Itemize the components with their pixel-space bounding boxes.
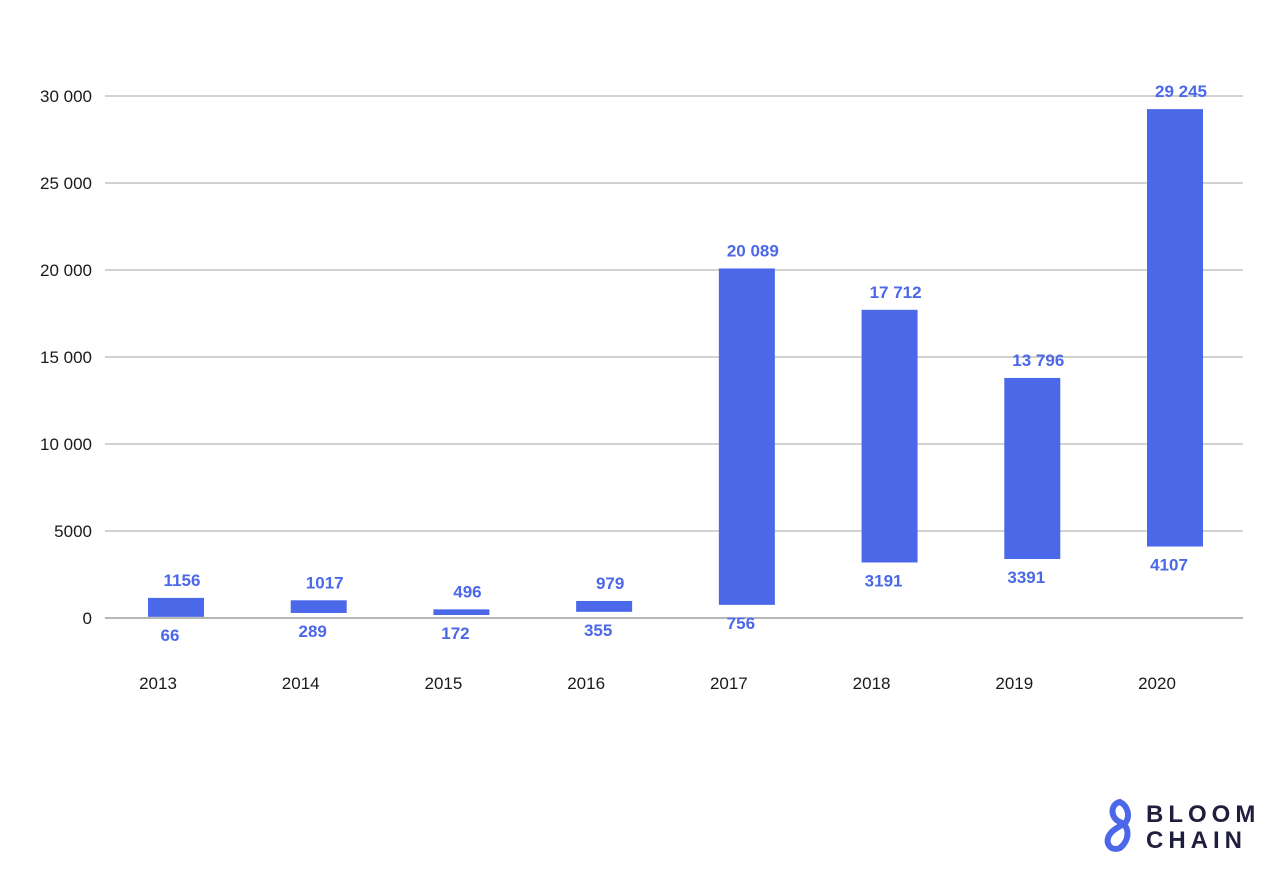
bar xyxy=(576,600,633,612)
data-label-high: 29 245 xyxy=(1155,82,1207,101)
data-label-high: 496 xyxy=(453,582,481,601)
brand-mark-icon xyxy=(1104,798,1131,852)
x-axis-ticks: 2013 2014 2015 2016 2017 2018 2019 2020 xyxy=(139,674,1176,693)
data-labels: 1156 66 1017 289 496 172 979 355 20 089 756 17 712… xyxy=(161,82,1207,645)
y-tick-label: 25 000 xyxy=(40,174,92,193)
y-tick-label: 15 000 xyxy=(40,348,92,367)
x-tick-label: 2019 xyxy=(995,674,1033,693)
data-label-low: 3191 xyxy=(865,571,903,590)
data-label-high: 979 xyxy=(596,574,624,593)
data-label-low: 4107 xyxy=(1150,556,1188,575)
data-label-high: 20 089 xyxy=(727,241,779,260)
y-tick-label: 20 000 xyxy=(40,261,92,280)
x-tick-label: 2020 xyxy=(1138,674,1176,693)
bar xyxy=(433,609,490,616)
bar xyxy=(1147,109,1203,547)
bar xyxy=(290,600,347,613)
data-label-low: 355 xyxy=(584,621,612,640)
x-tick-label: 2016 xyxy=(567,674,605,693)
brand-name-line2: CHAIN xyxy=(1146,827,1247,854)
data-label-high: 13 796 xyxy=(1012,351,1064,370)
x-tick-label: 2015 xyxy=(425,674,463,693)
x-tick-label: 2017 xyxy=(710,674,748,693)
data-label-low: 289 xyxy=(299,622,327,641)
x-tick-label: 2018 xyxy=(853,674,891,693)
y-tick-label: 30 000 xyxy=(40,87,92,106)
gridlines xyxy=(105,95,1243,619)
x-tick-label: 2014 xyxy=(282,674,320,693)
bar xyxy=(718,268,775,605)
bar xyxy=(1004,377,1061,559)
data-label-high: 17 712 xyxy=(870,283,922,302)
brand-logo: BLOOM CHAIN xyxy=(1104,798,1260,854)
data-label-low: 172 xyxy=(441,624,469,643)
brand-name-line1: BLOOM xyxy=(1146,801,1260,828)
data-label-low: 756 xyxy=(727,614,755,633)
y-tick-label: 0 xyxy=(83,609,92,628)
data-label-high: 1017 xyxy=(306,573,344,592)
data-label-low: 3391 xyxy=(1007,568,1045,587)
y-axis-ticks: 0 5000 10 000 15 000 20 000 25 000 30 000 xyxy=(40,87,92,628)
y-tick-label: 5000 xyxy=(54,522,92,541)
data-label-low: 66 xyxy=(161,626,180,645)
bar xyxy=(148,597,204,617)
x-tick-label: 2013 xyxy=(139,674,177,693)
data-label-high: 1156 xyxy=(164,571,201,590)
y-tick-label: 10 000 xyxy=(40,435,92,454)
bar xyxy=(861,309,918,563)
bars xyxy=(148,109,1203,617)
